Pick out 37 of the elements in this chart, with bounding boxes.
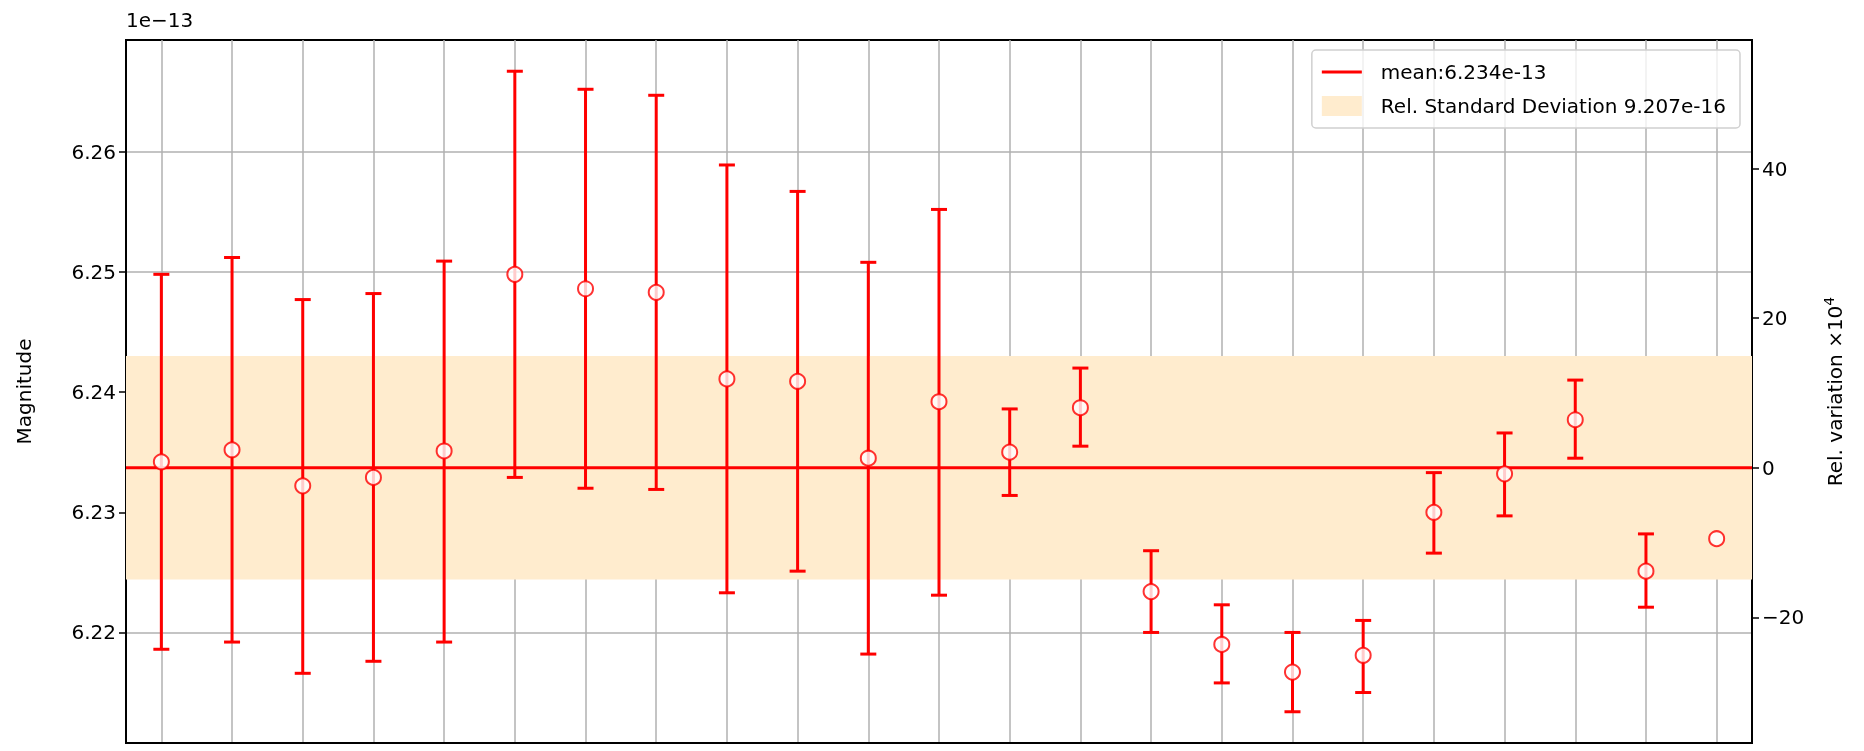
point bbox=[223, 441, 241, 459]
y-axis-title: Magnitude bbox=[12, 338, 36, 445]
point bbox=[789, 372, 807, 390]
point bbox=[1566, 411, 1584, 429]
legend-label: Rel. Standard Deviation 9.207e-16 bbox=[1380, 94, 1727, 118]
text: 1e−13 bbox=[126, 8, 194, 32]
point bbox=[1425, 503, 1443, 521]
point bbox=[364, 468, 382, 486]
point bbox=[1283, 663, 1301, 681]
y2-tick-label: −20 bbox=[1762, 605, 1805, 630]
y-tick-label: 6.22 bbox=[71, 620, 116, 645]
point bbox=[577, 280, 595, 298]
point bbox=[152, 453, 170, 471]
point bbox=[718, 370, 736, 388]
point bbox=[1637, 562, 1655, 580]
point bbox=[647, 283, 665, 301]
y-tick-label: 6.26 bbox=[71, 139, 116, 164]
point bbox=[1354, 646, 1372, 664]
y-tick-label: 6.23 bbox=[71, 500, 116, 525]
point bbox=[1496, 465, 1514, 483]
point bbox=[1001, 443, 1019, 461]
point bbox=[1708, 530, 1726, 548]
point bbox=[1142, 583, 1160, 601]
y2-axis-title: Rel. variation ×104 bbox=[1821, 296, 1847, 487]
y2-tick-label: 0 bbox=[1762, 455, 1775, 480]
y-tick-label: 6.24 bbox=[71, 380, 116, 405]
y2-tick-label: 20 bbox=[1762, 306, 1788, 331]
y2-tick-label: 40 bbox=[1762, 156, 1788, 181]
point bbox=[930, 393, 948, 411]
legend-label: mean:6.234e-13 bbox=[1380, 60, 1547, 84]
point bbox=[1071, 399, 1089, 417]
point bbox=[435, 442, 453, 460]
point bbox=[1213, 635, 1231, 653]
point bbox=[506, 265, 524, 283]
y-tick-label: 6.25 bbox=[71, 259, 116, 284]
point bbox=[859, 449, 877, 467]
point bbox=[294, 477, 312, 495]
